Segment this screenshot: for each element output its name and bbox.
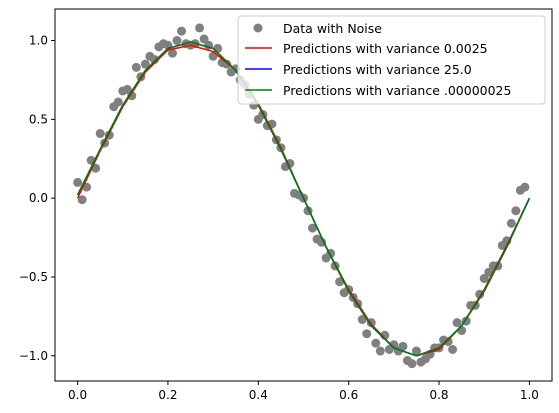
x-axis: 0.0 0.2 0.4 0.6 0.8 1.0 [68,381,539,402]
x-tick-label: 0.2 [158,388,177,402]
scatter-point [520,182,530,192]
scatter-point [131,62,141,72]
scatter-point [317,237,327,247]
legend-marker-data-with-noise [253,23,263,33]
x-tick-label: 1.0 [520,388,539,402]
y-tick-label: −0.5 [19,270,48,284]
scatter-point [389,340,399,350]
scatter-point [122,84,132,94]
scatter-point [443,337,453,347]
scatter-point [371,338,381,348]
scatter-point [167,48,177,58]
scatter-point [77,195,87,205]
y-tick-label: 0.0 [29,191,48,205]
plot-frame [54,8,553,382]
scatter-point [308,223,318,233]
scatter-point [398,341,408,351]
scatter-point [448,344,458,354]
x-tick-label: 0.6 [339,388,358,402]
scatter-point [479,274,489,284]
scatter-point [457,326,467,336]
scatter-point [452,318,462,328]
y-tick-label: 1.0 [29,34,48,48]
scatter-point [73,177,83,187]
legend-box [237,15,546,105]
legend-label-variance-tiny: Predictions with variance .00000025 [283,83,511,98]
scatter-point [95,129,105,139]
scatter-point [484,267,494,277]
legend-label-variance-0.0025: Predictions with variance 0.0025 [283,41,488,56]
scatter-point [511,206,521,216]
scatter-point [506,218,516,228]
scatter-point [375,346,385,356]
y-tick-label: 0.5 [29,112,48,126]
legend-label-data-with-noise: Data with Noise [283,21,382,36]
scatter-point [357,315,367,325]
scatter-point [195,23,205,33]
x-tick-label: 0.0 [68,388,87,402]
scatter-point [208,51,218,61]
x-tick-label: 0.8 [429,388,448,402]
scatter-point [140,59,150,69]
legend-label-variance-25: Predictions with variance 25.0 [283,62,472,77]
scatter-point [362,329,372,339]
y-axis: −1.0 −0.5 0.0 0.5 1.0 [19,34,55,363]
y-tick-label: −1.0 [19,349,48,363]
scatter-point [199,34,209,44]
x-tick-label: 0.4 [249,388,268,402]
scatter-point [213,43,223,53]
legend: Data with Noise Predictions with varianc… [237,15,546,105]
scatter-point [411,346,421,356]
scatter-point [177,26,187,36]
lines-layer [76,41,531,357]
scatter-point [113,97,123,107]
series-line-2 [76,41,531,357]
scatter-point [407,359,417,369]
scatter-point [172,36,182,46]
